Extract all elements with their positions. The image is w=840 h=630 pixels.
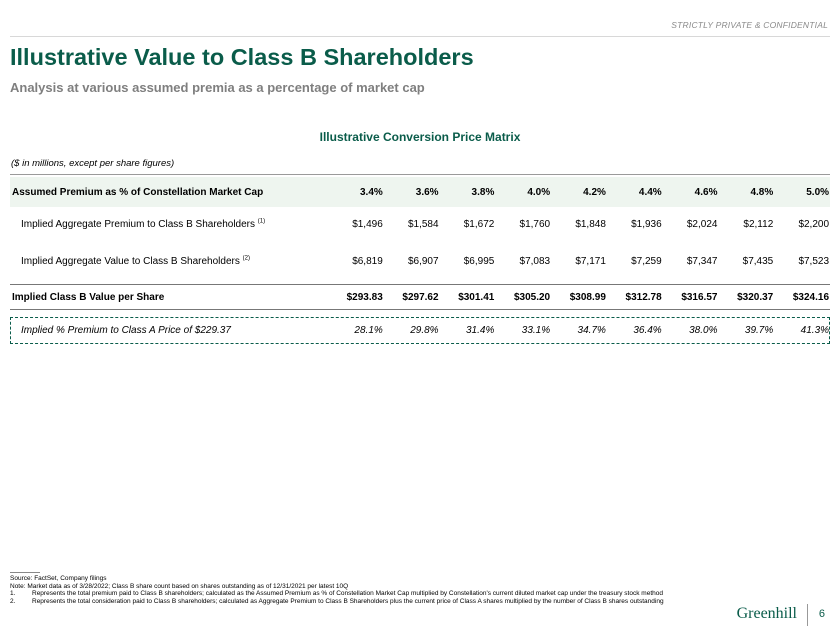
table-cell: $293.83 — [346, 291, 383, 303]
confidentiality-label: STRICTLY PRIVATE & CONFIDENTIAL — [671, 20, 828, 30]
page-title: Illustrative Value to Class B Shareholde… — [10, 44, 474, 70]
table-cell: 33.1% — [521, 325, 551, 336]
table-cell: $2,024 — [686, 218, 718, 230]
header-cell: 4.2% — [583, 186, 606, 198]
table-bottom-rule — [10, 309, 830, 310]
matrix-title: Illustrative Conversion Price Matrix — [319, 130, 521, 144]
header-cell: 4.6% — [694, 186, 718, 198]
footnote-number: 1. — [10, 590, 16, 597]
table-top-rule — [10, 174, 830, 175]
table-cell: $2,200 — [798, 218, 830, 230]
table-cell: 31.4% — [465, 325, 495, 336]
table-cell: $1,760 — [519, 218, 551, 230]
table-cell: $308.99 — [569, 291, 606, 303]
greenhill-logo: Greenhill — [736, 605, 797, 622]
table-row-value-per-share: Implied Class B Value per Share $293.83 … — [10, 287, 830, 307]
table-divider — [10, 284, 830, 285]
row-label: Implied % Premium to Class A Price of $2… — [21, 325, 231, 336]
table-cell: 28.1% — [354, 325, 383, 336]
table-cell: $6,995 — [463, 255, 495, 267]
header-cell: 3.8% — [471, 186, 495, 198]
page-subtitle: Analysis at various assumed premia as a … — [10, 80, 425, 95]
table-cell: $301.41 — [458, 291, 495, 303]
table-cell: 36.4% — [633, 325, 662, 336]
table-cell: $7,083 — [519, 255, 551, 267]
table-cell: $1,496 — [352, 218, 383, 230]
header-cell: 4.0% — [527, 186, 551, 198]
table-cell: $1,936 — [631, 218, 662, 230]
table-cell: $320.37 — [737, 291, 774, 303]
table-cell: $6,907 — [407, 255, 439, 267]
header-cell: 4.4% — [638, 186, 662, 198]
premium-highlight-box — [10, 317, 830, 344]
footnote-item: 2. Represents the total consideration pa… — [10, 598, 690, 606]
table-row-aggregate-premium: Implied Aggregate Premium to Class B Sha… — [10, 214, 830, 234]
header-rule — [10, 36, 830, 37]
header-cell: 4.8% — [750, 186, 774, 198]
footnote-ref: (1) — [257, 218, 266, 225]
table-cell: $305.20 — [513, 291, 551, 303]
header-cell: 3.6% — [415, 186, 439, 198]
table-cell: $7,435 — [742, 255, 774, 267]
table-cell: $6,819 — [352, 255, 383, 267]
footnote-number: 2. — [10, 597, 16, 605]
footnote-ref: (2) — [242, 255, 250, 262]
table-cell: $7,347 — [686, 255, 718, 267]
table-row-premium-to-class-a: Implied % Premium to Class A Price of $2… — [10, 320, 830, 341]
table-cell: $1,584 — [407, 218, 439, 230]
logo-divider — [807, 604, 808, 626]
table-cell: 38.0% — [689, 325, 718, 336]
footnote-text: Represents the total consideration paid … — [32, 597, 664, 605]
table-cell: $316.57 — [681, 291, 718, 303]
table-cell: $312.78 — [625, 291, 662, 303]
footnote-text: Represents the total premium paid to Cla… — [32, 590, 663, 597]
header-label: Assumed Premium as % of Constellation Ma… — [12, 186, 264, 198]
row-label: Implied Class B Value per Share — [12, 291, 165, 303]
header-cell: 3.4% — [359, 186, 383, 198]
header-cell: 5.0% — [806, 186, 830, 198]
page-number: 6 — [818, 608, 825, 620]
table-cell: 34.7% — [577, 325, 606, 336]
table-header-row: Assumed Premium as % of Constellation Ma… — [10, 177, 830, 207]
row-label-text: Implied Aggregate Premium to Class B Sha… — [21, 218, 256, 230]
table-cell: $297.62 — [402, 291, 439, 303]
market-data-note: Note: Market data as of 3/28/2022; Class… — [10, 582, 349, 590]
row-label-text: Implied Aggregate Value to Class B Share… — [21, 255, 240, 267]
table-cell: 39.7% — [744, 325, 774, 336]
table-cell: $7,259 — [631, 255, 662, 267]
table-cell: $324.16 — [792, 291, 830, 303]
table-cell: $1,848 — [575, 218, 606, 230]
footnote-item: 1. Represents the total premium paid to … — [10, 590, 690, 598]
row-label: Implied Aggregate Value to Class B Share… — [10, 255, 328, 267]
row-label: Implied Aggregate Premium to Class B Sha… — [10, 218, 328, 230]
source-note: Source: FactSet, Company filings — [10, 575, 107, 582]
footnotes: Source: FactSet, Company filings Note: M… — [10, 567, 690, 605]
units-note: ($ in millions, except per share figures… — [11, 158, 175, 169]
footnote-rule — [10, 572, 40, 573]
table-cell: 29.8% — [410, 325, 439, 336]
table-cell: $7,171 — [575, 255, 606, 267]
table-cell: $1,672 — [463, 218, 495, 230]
table-cell: 41.3% — [800, 325, 830, 336]
table-cell: $7,523 — [798, 255, 830, 267]
table-cell: $2,112 — [743, 218, 774, 230]
table-row-aggregate-value: Implied Aggregate Value to Class B Share… — [10, 250, 830, 272]
